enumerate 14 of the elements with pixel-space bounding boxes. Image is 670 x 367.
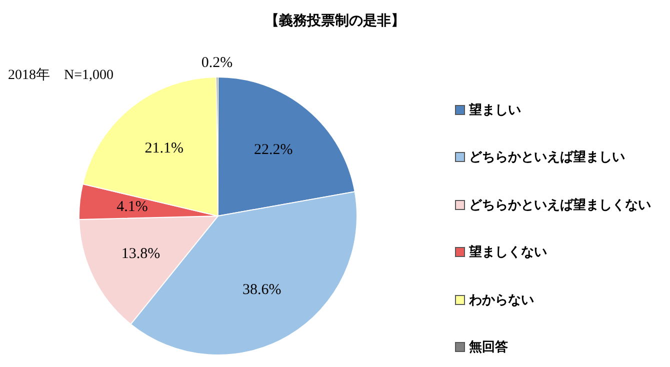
legend-label: 無回答 — [469, 339, 508, 356]
legend-label: 望ましくない — [469, 244, 547, 262]
text: 2018年 N=1,000 — [8, 66, 114, 84]
data-label: 21.1% — [144, 140, 184, 157]
data-label: 4.1% — [116, 199, 148, 216]
data-label: 22.2% — [254, 142, 293, 158]
legend-label: どちらかといえば望ましくない — [469, 196, 651, 214]
legend-label: 望ましい — [469, 102, 521, 119]
data-label: 0.2% — [201, 55, 233, 72]
chart-title: 【義務投票制の是非】 — [264, 12, 406, 30]
legend-label: わからない — [469, 292, 534, 309]
data-label: 13.8% — [121, 246, 160, 262]
data-label: 38.6% — [242, 282, 282, 298]
legend-label: どちらかといえば望ましい — [469, 148, 625, 166]
